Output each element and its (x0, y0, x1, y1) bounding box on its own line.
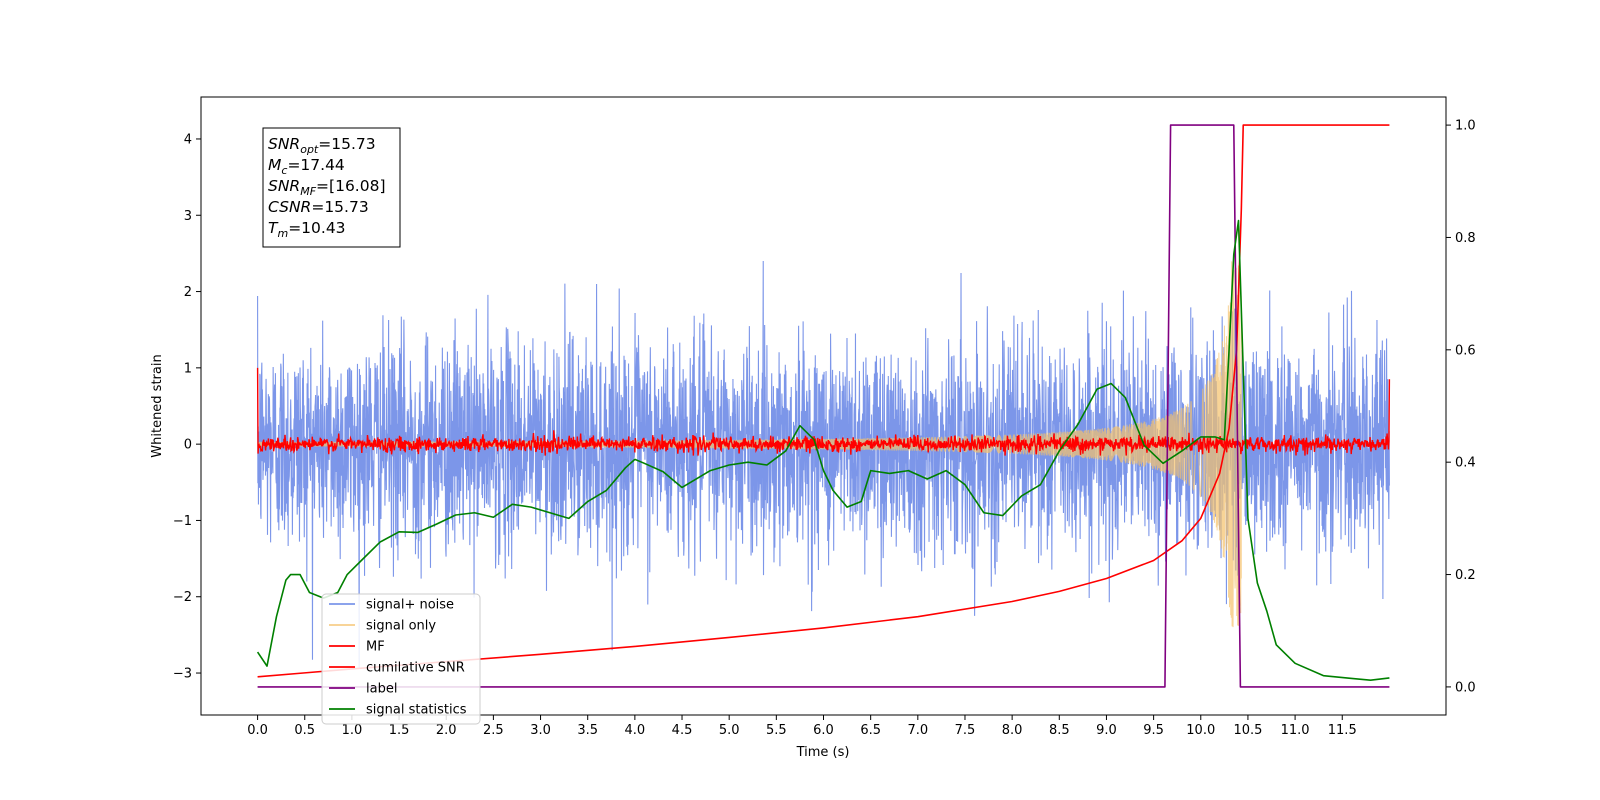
annotation-subscript: MF (300, 185, 316, 198)
y-tick-label: −1 (173, 514, 192, 529)
x-tick-label: 0.5 (294, 723, 315, 738)
y-axis-label: Whitened strain (150, 354, 165, 457)
y2-tick-label: 1.0 (1455, 119, 1476, 134)
y-tick-label: 1 (184, 361, 192, 376)
x-tick-label: 2.5 (483, 723, 504, 738)
x-tick-label: 4.0 (625, 723, 646, 738)
annotation-line: SNRopt=15.73 (268, 135, 376, 156)
legend-label: label (366, 682, 397, 697)
series-label-line (257, 124, 1390, 688)
legend-label: signal+ noise (366, 598, 454, 613)
x-tick-label: 0.0 (247, 723, 268, 738)
legend-label: signal statistics (366, 703, 467, 718)
x-tick-label: 3.5 (577, 723, 598, 738)
y-tick-label: 2 (184, 285, 192, 300)
x-tick-label: 10.0 (1186, 723, 1215, 738)
annotation-subscript: c (281, 164, 287, 177)
y2-tick-label: 0.2 (1455, 568, 1476, 583)
x-tick-label: 9.5 (1143, 723, 1164, 738)
annotation-symbol: SNR (268, 135, 300, 153)
x-tick-label: 1.5 (389, 723, 410, 738)
x-tick-label: 7.0 (907, 723, 928, 738)
x-tick-label: 1.0 (342, 723, 363, 738)
y-tick-label: 3 (184, 209, 192, 224)
series-mf-line (256, 367, 1391, 456)
annotation-value: =17.44 (287, 156, 344, 174)
annotation-value: =15.73 (311, 198, 368, 216)
x-tick-label: 6.0 (813, 723, 834, 738)
x-axis-label: Time (s) (796, 745, 850, 760)
x-tick-label: 5.5 (766, 723, 787, 738)
annotation-value: =[16.08] (316, 177, 385, 195)
annotation-symbol: SNR (268, 177, 300, 195)
legend-label: signal only (366, 619, 436, 634)
x-tick-label: 11.5 (1328, 723, 1357, 738)
x-tick-label: 9.0 (1096, 723, 1117, 738)
x-tick-label: 2.0 (436, 723, 457, 738)
annotation-subscript: opt (300, 143, 319, 156)
x-tick-label: 6.5 (860, 723, 881, 738)
annotation-symbol: M (268, 156, 281, 174)
y2-tick-label: 0.4 (1455, 456, 1476, 471)
annotation-box: SNRopt=15.73Mc=17.44SNRMF=[16.08]CSNR=15… (262, 127, 401, 248)
x-tick-label: 8.0 (1002, 723, 1023, 738)
annotation-value: =10.43 (288, 219, 345, 237)
y-tick-label: 4 (184, 132, 192, 147)
annotation-line: Mc=17.44 (268, 156, 345, 177)
x-tick-label: 3.0 (530, 723, 551, 738)
y2-tick-label: 0.0 (1455, 680, 1476, 695)
x-tick-label: 7.5 (955, 723, 976, 738)
annotation-symbol: CSNR (268, 198, 311, 216)
annotation-line: SNRMF=[16.08] (268, 177, 386, 198)
x-tick-label: 10.5 (1233, 723, 1262, 738)
x-tick-label: 5.0 (719, 723, 740, 738)
annotation-subscript: m (277, 227, 288, 240)
x-tick-label: 11.0 (1281, 723, 1310, 738)
y2-tick-label: 0.8 (1455, 231, 1476, 246)
series-signal-noise-line (257, 260, 1390, 669)
annotation-symbol: T (268, 219, 279, 237)
y-tick-label: 0 (184, 438, 192, 453)
y2-tick-label: 0.6 (1455, 343, 1476, 358)
legend-label: cumilative SNR (366, 661, 465, 676)
y-tick-label: −3 (173, 667, 192, 682)
annotation-line: Tm=10.43 (268, 219, 346, 240)
y-tick-label: −2 (173, 590, 192, 605)
annotation-line: CSNR=15.73 (268, 198, 369, 216)
annotation-value: =15.73 (318, 135, 375, 153)
legend-label: MF (366, 640, 385, 655)
x-tick-label: 8.5 (1049, 723, 1070, 738)
legend: signal+ noise signal only MF cumilative SNR… (321, 593, 481, 725)
x-tick-label: 4.5 (672, 723, 693, 738)
series-signal-statistics-line (256, 219, 1390, 681)
